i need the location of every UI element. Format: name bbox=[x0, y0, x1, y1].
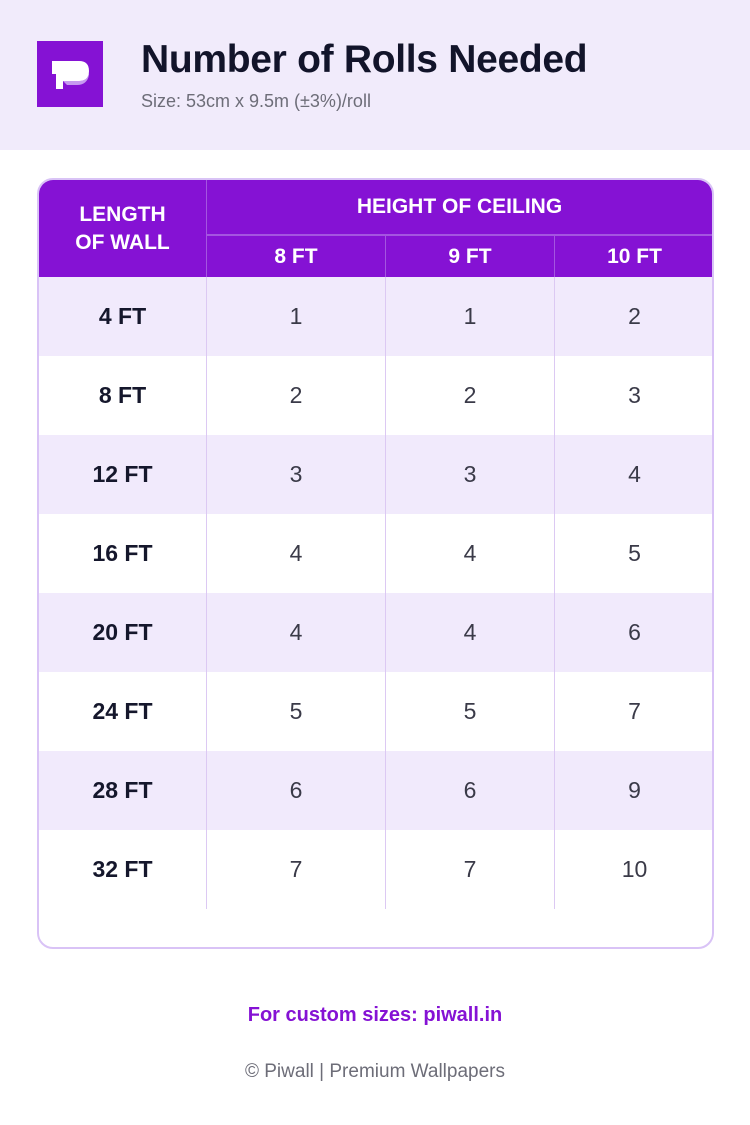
rolls-cell: 4 bbox=[207, 593, 386, 672]
rolls-cell: 10 bbox=[621, 856, 648, 882]
rolls-cell: 4 bbox=[207, 514, 386, 593]
table-header: LENGTH OF WALL HEIGHT OF CEILING 8 FT 9 … bbox=[39, 180, 712, 277]
table-row: 28 FT 6 6 9 bbox=[39, 751, 712, 830]
wall-length-cell: 4 FT bbox=[39, 277, 207, 356]
table-row: 4 FT 1 1 2 bbox=[39, 277, 712, 356]
table-row: 8 FT 2 2 3 bbox=[39, 356, 712, 435]
column-header-9ft: 9 FT bbox=[386, 236, 555, 277]
rolls-cell: 7 bbox=[207, 830, 386, 909]
rolls-cell: 3 bbox=[628, 382, 641, 408]
rolls-cell: 1 bbox=[207, 277, 386, 356]
table-row: 16 FT 4 4 5 bbox=[39, 514, 712, 593]
wall-length-cell: 28 FT bbox=[39, 751, 207, 830]
rolls-cell: 4 bbox=[386, 593, 555, 672]
table-row: 32 FT 7 7 10 bbox=[39, 830, 712, 909]
table-row: 20 FT 4 4 6 bbox=[39, 593, 712, 672]
rolls-cell: 2 bbox=[628, 303, 641, 329]
page-title: Number of Rolls Needed bbox=[141, 38, 588, 81]
rolls-table: LENGTH OF WALL HEIGHT OF CEILING 8 FT 9 … bbox=[37, 178, 714, 949]
piwall-logo-icon bbox=[37, 41, 103, 107]
rolls-cell: 2 bbox=[386, 356, 555, 435]
height-of-ceiling-header: HEIGHT OF CEILING bbox=[207, 180, 712, 236]
wall-length-cell: 24 FT bbox=[39, 672, 207, 751]
length-of-wall-header: LENGTH OF WALL bbox=[39, 180, 207, 277]
rolls-cell: 6 bbox=[628, 619, 641, 645]
column-header-8ft: 8 FT bbox=[207, 236, 386, 277]
rolls-cell: 4 bbox=[628, 461, 641, 487]
page-subtitle: Size: 53cm x 9.5m (±3%)/roll bbox=[141, 91, 371, 111]
column-header-10ft: 10 FT bbox=[607, 244, 662, 268]
wall-length-cell: 20 FT bbox=[39, 593, 207, 672]
copyright: © Piwall | Premium Wallpapers bbox=[244, 1061, 506, 1082]
wall-length-cell: 8 FT bbox=[39, 356, 207, 435]
rolls-cell: 4 bbox=[386, 514, 555, 593]
rolls-cell: 2 bbox=[207, 356, 386, 435]
table-row: 12 FT 3 3 4 bbox=[39, 435, 712, 514]
rolls-cell: 3 bbox=[207, 435, 386, 514]
rolls-cell: 9 bbox=[628, 777, 641, 803]
rolls-cell: 6 bbox=[386, 751, 555, 830]
wall-length-cell: 16 FT bbox=[39, 514, 207, 593]
rolls-cell: 5 bbox=[207, 672, 386, 751]
table-row: 24 FT 5 5 7 bbox=[39, 672, 712, 751]
rolls-cell: 3 bbox=[386, 435, 555, 514]
rolls-cell: 5 bbox=[628, 540, 641, 566]
rolls-cell: 6 bbox=[207, 751, 386, 830]
rolls-cell: 5 bbox=[386, 672, 555, 751]
rolls-cell: 7 bbox=[628, 698, 641, 724]
rolls-cell: 1 bbox=[386, 277, 555, 356]
custom-sizes-link[interactable]: For custom sizes: piwall.in bbox=[247, 1004, 503, 1026]
rolls-cell: 7 bbox=[386, 830, 555, 909]
header-band: Number of Rolls Needed Size: 53cm x 9.5m… bbox=[0, 0, 750, 150]
wall-length-cell: 32 FT bbox=[39, 830, 207, 909]
wall-length-cell: 12 FT bbox=[39, 435, 207, 514]
